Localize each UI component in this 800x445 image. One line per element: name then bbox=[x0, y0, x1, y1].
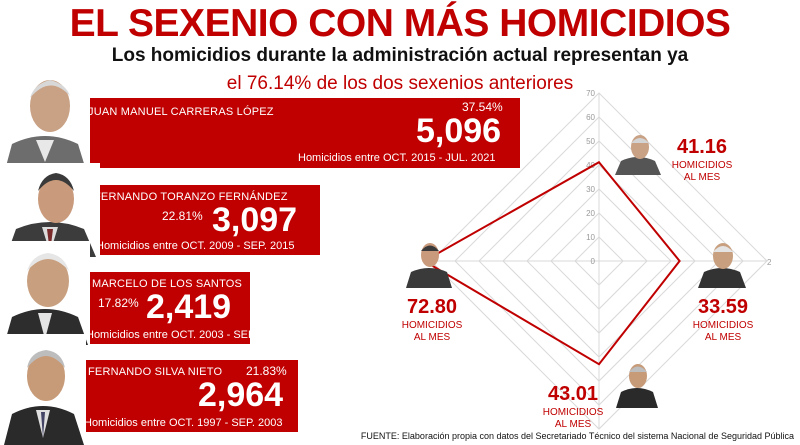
governor-total: 3,097 bbox=[212, 201, 298, 239]
point-portrait-delossantos bbox=[698, 243, 746, 288]
governor-percent: 37.54% bbox=[462, 100, 503, 114]
governor-name: MARCELO DE LOS SANTOS bbox=[92, 278, 243, 290]
radar-point-caption: AL MES bbox=[414, 332, 451, 343]
governor-range: Homicidios entre OCT. 2003 - SEP. 2009 bbox=[86, 329, 285, 341]
governor-total: 2,964 bbox=[198, 376, 284, 414]
governor-range: Homicidios entre OCT. 1997 - SEP. 2003 bbox=[84, 417, 283, 429]
radar-axis-ghost-label: 2 bbox=[767, 258, 772, 267]
radar-point-caption: AL MES bbox=[705, 332, 742, 343]
radar-tick-label: 30 bbox=[586, 185, 595, 194]
source-note: FUENTE: Elaboración propia con datos del… bbox=[360, 431, 794, 441]
radar-tick-label: 10 bbox=[586, 233, 595, 242]
radar-tick-label: 70 bbox=[586, 89, 595, 98]
portrait-carreras bbox=[0, 66, 90, 170]
point-portrait-silvanieto bbox=[616, 364, 658, 408]
portrait-silvanieto bbox=[0, 334, 86, 445]
radar-tick-label: 20 bbox=[586, 209, 595, 218]
subtitle: Los homicidios durante la administración… bbox=[111, 45, 689, 66]
governor-percent: 17.82% bbox=[98, 296, 139, 310]
radar-value-label: 41.16 bbox=[677, 136, 727, 158]
radar-value-label: 43.01 bbox=[548, 383, 598, 405]
radar-point-caption: AL MES bbox=[555, 419, 592, 430]
radar-point-caption: HOMICIDIOS bbox=[543, 407, 604, 418]
radar-tick-label: 60 bbox=[586, 113, 595, 122]
governor-range: Homicidios entre OCT. 2009 - SEP. 2015 bbox=[96, 240, 295, 252]
governor-percent: 22.81% bbox=[162, 209, 203, 223]
radar-tick-label: 0 bbox=[591, 257, 596, 266]
page-title: EL SEXENIO CON MÁS HOMICIDIOS bbox=[69, 2, 731, 45]
radar-axis-ticks: 0 10 20 30 40 50 60 70 bbox=[586, 89, 595, 266]
governor-name: FERNANDO SILVA NIETO bbox=[88, 366, 223, 378]
radar-grid bbox=[430, 92, 768, 430]
portrait-delossantos bbox=[0, 241, 90, 345]
point-portrait-toranzo bbox=[406, 243, 452, 288]
radar-tick-label: 50 bbox=[586, 137, 595, 146]
governor-name: JUAN MANUEL CARRERAS LÓPEZ bbox=[88, 106, 274, 118]
radar-point-caption: AL MES bbox=[684, 172, 721, 183]
governor-percent: 21.83% bbox=[246, 364, 287, 378]
point-portrait-carreras bbox=[615, 135, 661, 175]
radar-value-label: 33.59 bbox=[698, 296, 748, 318]
governor-total: 5,096 bbox=[416, 112, 502, 150]
radar-point-caption: HOMICIDIOS bbox=[693, 320, 754, 331]
radar-point-caption: HOMICIDIOS bbox=[402, 320, 463, 331]
radar-point-caption: HOMICIDIOS bbox=[672, 160, 733, 171]
governor-range: Homicidios entre OCT. 2015 - JUL. 2021 bbox=[298, 152, 496, 164]
radar-value-label: 72.80 bbox=[407, 296, 457, 318]
subtitle-highlight: el 76.14% de los dos sexenios anteriores bbox=[226, 73, 574, 94]
radar-series-line bbox=[422, 160, 681, 366]
radar-tick-label: 40 bbox=[586, 161, 595, 170]
governor-name: FERNANDO TORANZO FERNÁNDEZ bbox=[94, 191, 288, 203]
governor-total: 2,419 bbox=[146, 288, 232, 326]
